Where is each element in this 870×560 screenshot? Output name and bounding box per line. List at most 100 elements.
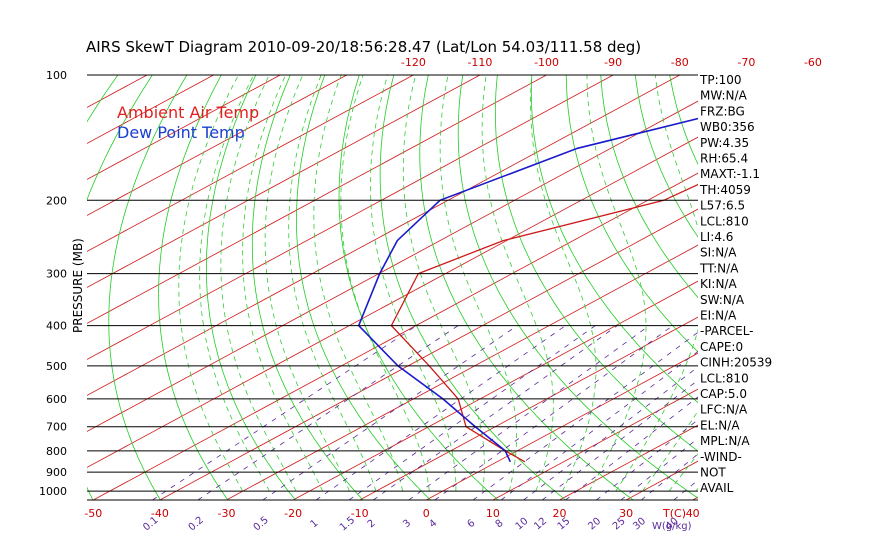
moist-adiabat-line <box>402 75 485 492</box>
sounding-index-item: LFC:N/A <box>700 403 748 417</box>
temperature-unit-label: T(C) <box>662 507 686 520</box>
dry-adiabat-line <box>419 75 634 500</box>
isotherm-line <box>93 172 698 500</box>
pressure-label: 900 <box>46 466 67 479</box>
isotherm-line <box>87 75 680 396</box>
moist-adiabat-line <box>220 75 297 492</box>
moist-adiabat-line <box>264 75 350 492</box>
sounding-index-item: NOT <box>700 466 726 480</box>
mixing-ratio-lines <box>152 325 698 500</box>
pressure-label: 700 <box>46 421 67 434</box>
pressure-label: 1000 <box>39 485 67 498</box>
sounding-index-item: SI:N/A <box>700 246 737 260</box>
moist-adiabat-line <box>313 75 404 492</box>
mixing-ratio-line <box>197 325 459 500</box>
sounding-index-item: L57:6.5 <box>700 199 745 213</box>
dry-adiabat-line <box>842 75 870 500</box>
moist-adiabat-line <box>370 75 457 492</box>
mixing-ratio-line <box>373 325 618 500</box>
sounding-index-item: MPL:N/A <box>700 434 750 448</box>
mixing-ratio-line <box>542 379 698 500</box>
mixing-ratio-line <box>262 325 518 500</box>
pressure-label: 500 <box>46 360 67 373</box>
sounding-index-item: TT:N/A <box>699 261 739 275</box>
y-axis-label: PRESSURE (MB) <box>71 238 85 333</box>
mixing-ratio-label: 30 <box>631 516 648 533</box>
isotherm-line <box>426 352 698 500</box>
sounding-index-item: LCL:810 <box>700 214 749 228</box>
chart-title: AIRS SkewT Diagram 2010-09-20/18:56:28.4… <box>86 38 641 56</box>
isotherm-line <box>87 75 614 360</box>
sounding-index-item: LCL:810 <box>700 371 749 385</box>
dry-adiabat-line <box>600 75 698 299</box>
sounding-index-item: MAXT:-1.1 <box>700 167 760 181</box>
mixing-ratio-label: 0.2 <box>187 515 206 534</box>
mixing-ratio-line <box>620 437 698 500</box>
sounding-index-item: TH:4059 <box>699 183 751 197</box>
sounding-index-item: AVAIL <box>700 481 734 495</box>
legend: Ambient Air Temp Dew Point Temp <box>117 103 259 142</box>
pressure-label: 800 <box>46 445 67 458</box>
dry-adiabat-line <box>808 75 870 500</box>
moist-adiabat-line <box>242 75 324 492</box>
mixing-ratio-line <box>596 419 698 500</box>
dry-adiabat-line <box>108 75 188 500</box>
dry-adiabat-line <box>338 75 499 500</box>
isotherm-line <box>87 75 347 216</box>
pressure-label: 400 <box>46 320 67 333</box>
dry-adiabat-line <box>773 75 870 500</box>
mixing-ratio-label: 10 <box>514 516 531 533</box>
pressure-label: 100 <box>46 69 67 82</box>
isotherm-line <box>159 208 698 500</box>
sounding-index-item: KI:N/A <box>700 277 737 291</box>
bottom-tick-label: 10 <box>486 507 500 520</box>
mixing-ratio-line <box>523 366 698 500</box>
top-tick-label: -80 <box>671 56 689 69</box>
dry-adiabat-line <box>251 75 364 500</box>
isotherm-line <box>87 75 281 180</box>
profile-series <box>357 117 698 463</box>
mixing-ratio-line <box>640 453 698 500</box>
sounding-index-item: WB0:356 <box>700 120 755 134</box>
dry-adiabat-lines <box>87 75 870 500</box>
mixing-ratio-label: 12 <box>532 516 549 533</box>
moist-adiabat-line <box>642 410 698 492</box>
dry-adiabat-line <box>158 75 229 500</box>
dry-adiabat-line <box>565 75 698 353</box>
dry-adiabat-line <box>87 75 119 123</box>
isotherm-line <box>87 100 698 432</box>
moist-adiabat-line <box>340 75 430 492</box>
sounding-index-item: CAP:5.0 <box>700 387 747 401</box>
mixing-ratio-line <box>408 325 650 500</box>
mixing-ratio-line <box>500 350 698 500</box>
dry-adiabat-line <box>530 75 698 404</box>
sounding-index-item: EL:N/A <box>700 418 740 432</box>
isotherm-line <box>87 75 481 288</box>
sounding-index-item: CINH:20539 <box>700 356 772 370</box>
mixing-ratio-label: 0.5 <box>252 515 271 534</box>
sounding-index-item: LI:4.6 <box>700 230 733 244</box>
dew-point-temp-line <box>357 117 698 463</box>
sounding-index-item: MW:N/A <box>700 89 748 103</box>
sounding-indices-panel: TP:100MW:N/AFRZ:BGWB0:356PW:4.35RH:65.4M… <box>699 73 772 495</box>
isotherm-line <box>492 388 698 500</box>
moist-adiabat-line <box>199 75 270 492</box>
pressure-tick-labels: 100 200 300 400 500 600 700 800 900 1000 <box>39 69 67 498</box>
mixing-ratio-line <box>315 325 566 500</box>
moist-adiabat-line <box>586 75 647 492</box>
mixing-ratio-line <box>565 396 698 500</box>
isotherm-line <box>226 244 698 500</box>
top-tick-label: -100 <box>534 56 559 69</box>
top-temperature-ticks: -120-110-100-90-80-70-60-50-40 <box>401 56 822 69</box>
isobar-lines <box>87 74 698 501</box>
bottom-tick-label: -20 <box>284 507 302 520</box>
moist-adiabat-lines <box>178 75 698 492</box>
moist-adiabat-line <box>439 75 517 492</box>
moist-adiabat-line <box>288 75 377 492</box>
pressure-label: 600 <box>46 393 67 406</box>
sounding-index-item: SW:N/A <box>700 293 745 307</box>
sounding-index-item: PW:4.35 <box>700 136 749 150</box>
dry-adiabat-line <box>494 75 698 452</box>
mixing-ratio-label: 3 <box>401 518 413 531</box>
